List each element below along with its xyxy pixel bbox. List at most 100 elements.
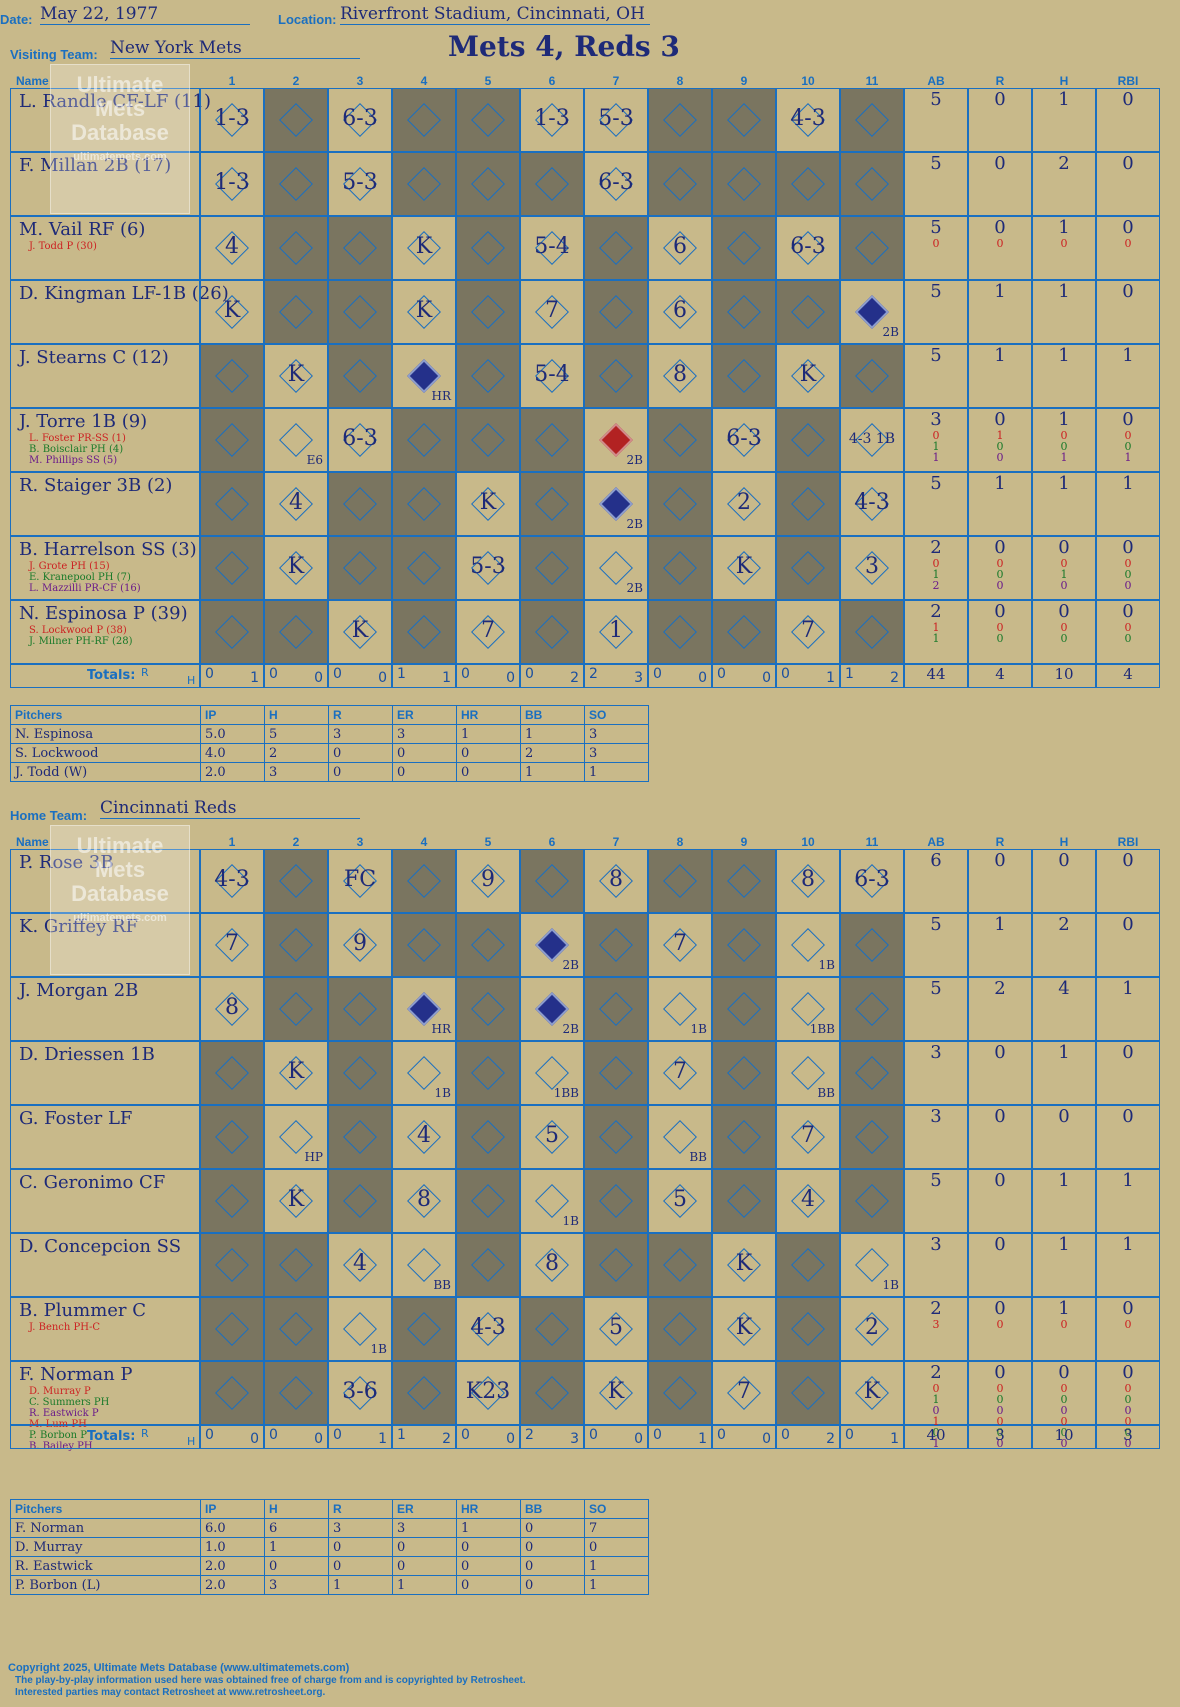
play-result: 6-3 [726,426,762,451]
base-diamond [791,295,825,329]
sub-stat-value: 0 [1060,1426,1068,1439]
inning-cell: 4 [200,216,264,280]
stat-cell: 0 [968,1233,1032,1297]
sub-stat-value: 0 [1060,1393,1068,1406]
play-result: 1B [690,1022,707,1036]
inning-cell [584,977,648,1041]
inning-cell [712,88,776,152]
base-diamond [279,1312,313,1346]
inning-cell: 7 [776,600,840,664]
inning-cell [392,408,456,472]
stat-cell: 0 [968,1105,1032,1169]
base-diamond [855,928,889,962]
base-diamond [855,992,889,1026]
inning-runs: 0 [653,666,662,682]
base-diamond [407,615,441,649]
base-diamond [279,423,313,457]
pitching-stat: 2.0 [200,1575,265,1595]
inning-cell: K [264,344,328,408]
substitute-name: L. Mazzilli PR-CF (16) [29,583,141,594]
sub-stat-value: 0 [996,237,1004,250]
inning-hits: 0 [314,1431,323,1447]
inning-header: 4 [420,74,428,88]
stat-value: 2 [1058,153,1070,174]
play-result: 7 [801,1123,815,1148]
inning-runs: 0 [205,666,214,682]
play-result: 4 [225,234,239,259]
inning-runs: 0 [589,1427,598,1443]
substitute-name: J. Milner PH-RF (28) [29,636,133,647]
stat-cell: 1 [1096,472,1160,536]
play-result: 4 [801,1187,815,1212]
batter-name: N. Espinosa P (39) [19,603,188,624]
pitcher-row: N. Espinosa 5.0 5 3 3 1 1 3 [10,724,649,744]
pitching-stat: 0 [328,762,393,782]
inning-cell [328,216,392,280]
name-column-header: Name [16,74,49,88]
inning-hits: 2 [442,1431,451,1447]
inning-cell [328,1041,392,1105]
base-diamond [407,1312,441,1346]
base-diamond [727,167,761,201]
stat-value: 5 [930,473,942,494]
grid-header-row: Name 1 2 3 4 5 6 7 8 9 10 11 AB R H RBI [10,74,1160,88]
stat-value: 0 [1122,153,1134,174]
inning-cell: 5-3 [456,536,520,600]
inning-cell: 8 [520,1233,584,1297]
stat-cell: 0 [968,1169,1032,1233]
play-result: 2B [562,1022,579,1036]
base-diamond [663,1312,697,1346]
location-label: Location: [278,12,337,27]
inning-runs: 0 [781,666,790,682]
base-diamond [599,1248,633,1282]
inning-cell: 7 [648,913,712,977]
base-diamond [855,1056,889,1090]
inning-cell [712,280,776,344]
base-diamond [343,1184,377,1218]
play-result: K [735,554,753,579]
sub-stat-value: 1 [932,440,940,453]
sub-stat-value: 1 [932,1415,940,1428]
inning-cell: 8 [392,1169,456,1233]
inning-hits: 1 [890,1431,899,1447]
pitching-stat: 1 [520,724,585,744]
sub-stat-value: 0 [932,1404,940,1417]
stat-value: 0 [994,217,1006,238]
inning-cell: K [840,1361,904,1425]
base-diamond [279,992,313,1026]
inning-cell: HR [392,344,456,408]
inning-cell: 9 [328,913,392,977]
stat-cell: 1 [968,344,1032,408]
inning-cell [776,280,840,344]
inning-cell: K [392,280,456,344]
base-diamond [599,1056,633,1090]
play-result: 1-3 [214,170,250,195]
pitching-stat: 4.0 [200,743,265,763]
base-diamond [471,167,505,201]
game-total-cell: 44 [904,664,968,688]
inning-cell: FC [328,849,392,913]
inning-cell: K23 [456,1361,520,1425]
play-result: 2 [865,1315,879,1340]
pitching-column-header: H [264,705,329,725]
play-result: 1BB [553,1086,579,1100]
batter-name: D. Driessen 1B [19,1044,155,1065]
inning-cell [840,913,904,977]
batter-row: P. Rose 3B 4-3 FC 9 8 8 6-3 6 0 0 0 [10,849,1160,913]
sub-stat-value: 0 [1060,440,1068,453]
stat-value: 2 [930,1362,942,1383]
inning-cell [520,152,584,216]
base-diamond [279,231,313,265]
pitching-column-header: BB [520,1499,585,1519]
stat-value: 1 [1122,345,1134,366]
substitute-name: R. Eastwick P [29,1408,99,1419]
base-diamond [279,295,313,329]
base-diamond [407,1376,441,1410]
base-diamond [727,864,761,898]
